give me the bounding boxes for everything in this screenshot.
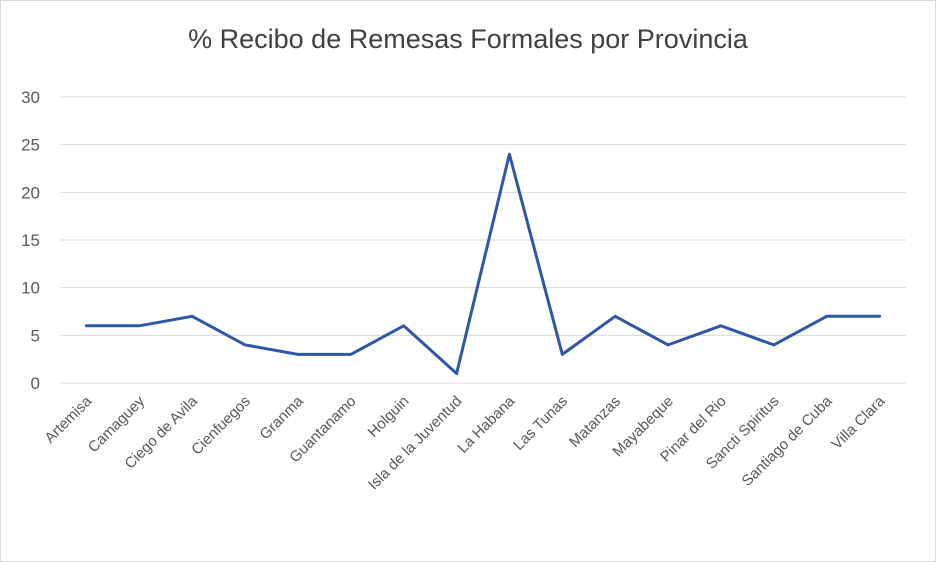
y-tick-label: 30 [21, 88, 40, 107]
x-tick-label: Artemisa [41, 392, 95, 446]
x-tick-label: Villa Clara [828, 392, 889, 453]
x-tick-label: Las Tunas [510, 393, 571, 454]
series-line [84, 152, 882, 375]
x-tick-label: La Habana [454, 392, 518, 456]
x-tick-label: Holguin [365, 393, 413, 441]
y-tick-label: 10 [21, 279, 40, 298]
x-tick-label: Santiago de Cuba [739, 392, 836, 489]
x-tick-label: Granma [256, 392, 307, 443]
y-tick-label: 5 [31, 326, 40, 345]
y-tick-label: 25 [21, 136, 40, 155]
x-tick-label: Isla de la Juventud [365, 393, 465, 493]
y-tick-label: 20 [21, 183, 40, 202]
y-tick-label: 15 [21, 231, 40, 250]
y-tick-label: 0 [31, 374, 40, 393]
chart-title: % Recibo de Remesas Formales por Provinc… [188, 24, 748, 54]
